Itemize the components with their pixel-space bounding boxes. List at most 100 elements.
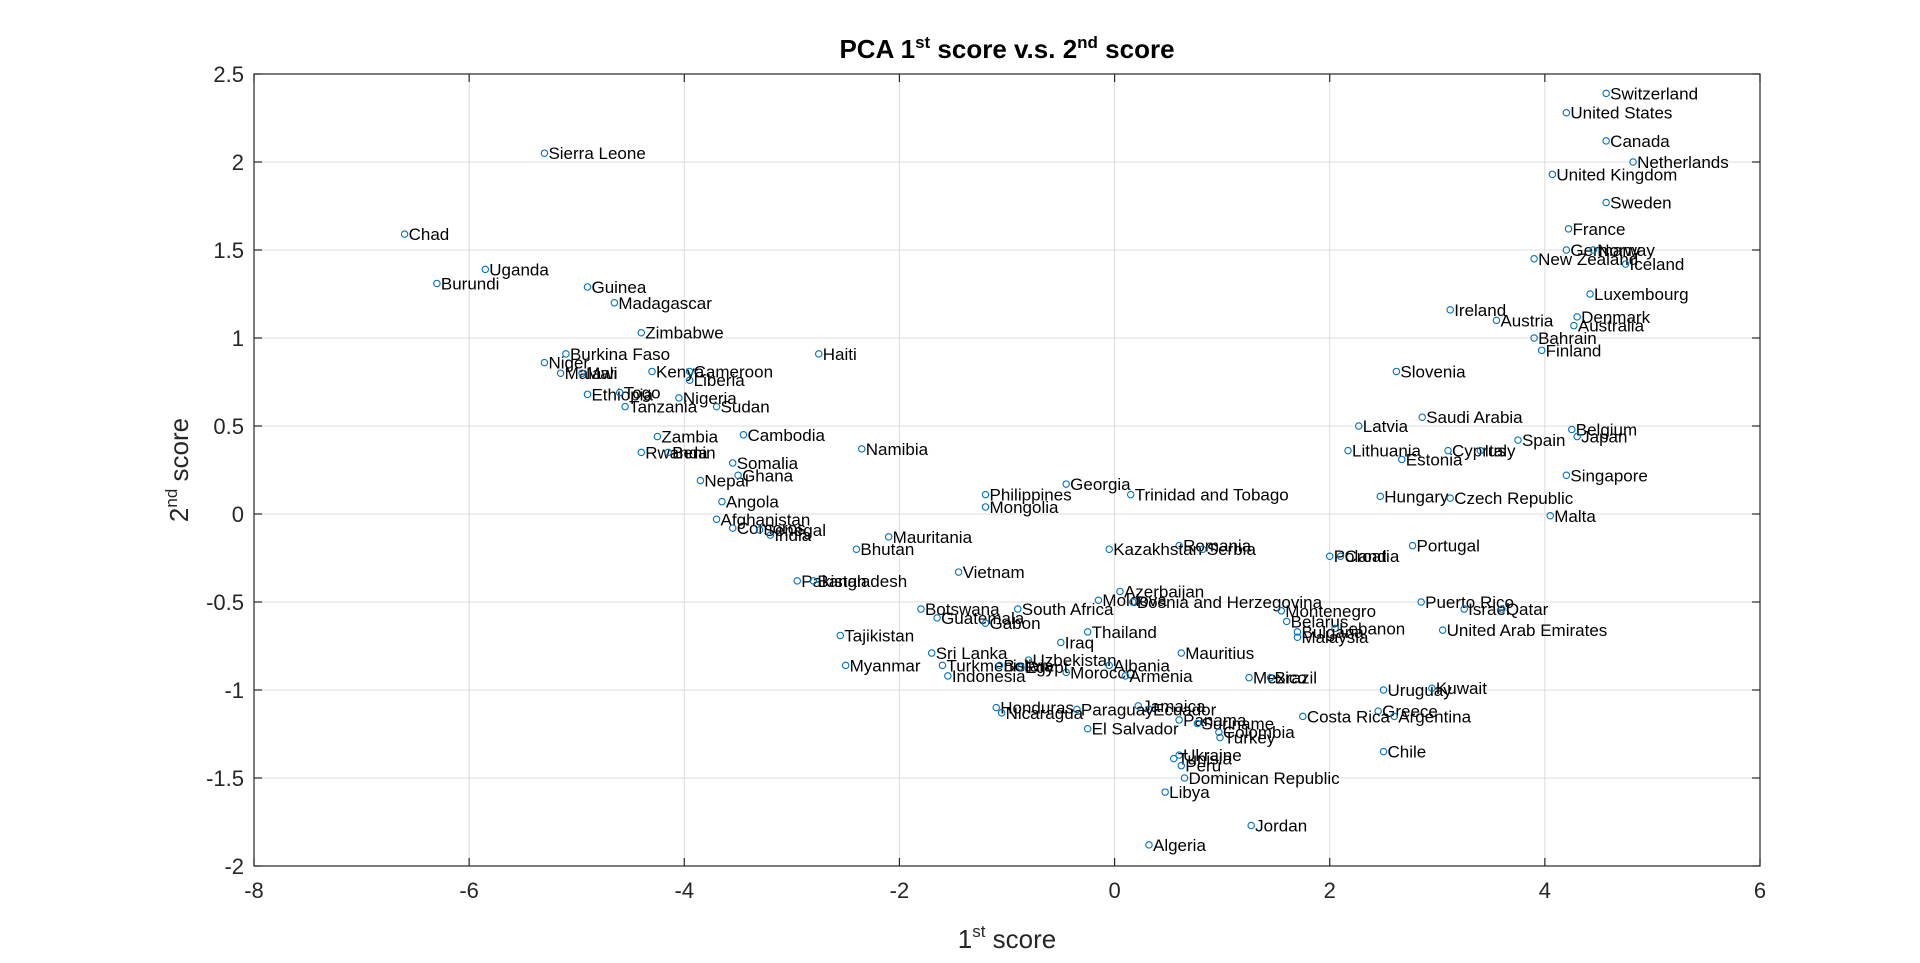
x-tick-label: -6 (459, 878, 479, 903)
point-marker (1215, 728, 1223, 736)
data-point: Senegal (755, 521, 826, 540)
point-label: Chile (1388, 743, 1427, 762)
point-label: Japan (1581, 428, 1627, 447)
point-marker (610, 299, 619, 307)
point-marker (1073, 705, 1081, 714)
data-point: Paraguay (1073, 700, 1154, 719)
point-label: Gabon (989, 614, 1040, 633)
point-marker (1498, 605, 1506, 613)
data-point: Croatia (1336, 547, 1400, 566)
point-label: Uzbekistan (1033, 651, 1117, 670)
data-point: Ireland (1446, 301, 1506, 320)
point-label: United Kingdom (1556, 165, 1677, 184)
point-label: Spain (1522, 431, 1565, 450)
point-marker (766, 531, 775, 539)
data-point: Jamaica (1134, 697, 1206, 716)
point-label: Serbia (1207, 540, 1257, 559)
y-axis-label: 2nd score (162, 418, 194, 522)
point-marker (718, 497, 726, 506)
data-point: Cameroon (685, 362, 773, 381)
point-marker (1438, 626, 1447, 634)
point-label: Iraq (1065, 633, 1094, 652)
data-point: Ukraine (1175, 746, 1242, 765)
point-marker (1355, 422, 1363, 430)
point-marker (809, 577, 818, 585)
point-marker (1277, 607, 1286, 615)
point-marker (400, 230, 409, 238)
point-marker (1175, 751, 1183, 759)
point-label: Iceland (1630, 255, 1685, 274)
data-point: Denmark (1573, 308, 1651, 327)
data-point: Burkina Faso (562, 345, 670, 364)
data-point: Brazil (1266, 669, 1317, 688)
data-point: Algeria (1145, 836, 1206, 855)
point-label: Kenya (656, 362, 705, 381)
point-label: Haiti (823, 345, 857, 364)
data-point: Moldova (1094, 591, 1167, 610)
point-marker (1379, 686, 1388, 694)
point-marker (1105, 545, 1113, 553)
data-point: Malta (1546, 507, 1596, 526)
point-label: Botswana (925, 600, 1000, 619)
point-label: Cambodia (747, 426, 825, 445)
point-marker (1446, 494, 1454, 502)
x-axis-ticks: -8 -6 -4 -2 0 2 4 6 (244, 74, 1766, 903)
point-marker (793, 577, 801, 585)
point-marker (884, 533, 893, 541)
data-point: Poland (1325, 547, 1387, 566)
data-point: Italy (1476, 442, 1516, 461)
point-label: Pakistan (801, 572, 866, 591)
point-label: Benin (672, 443, 715, 462)
data-point: Cyprus (1444, 442, 1506, 461)
data-point: Kenya (648, 362, 705, 381)
point-label: Bhutan (860, 540, 914, 559)
data-point: Ecuador (1145, 700, 1217, 719)
point-label: Sierra Leone (548, 144, 645, 163)
point-label: Thailand (1092, 623, 1157, 642)
point-marker (1562, 108, 1571, 117)
point-marker (938, 661, 947, 670)
point-label: Argentina (1398, 707, 1471, 726)
data-point: Netherlands (1629, 153, 1729, 172)
point-marker (1589, 246, 1598, 254)
point-marker (1134, 702, 1142, 710)
data-point: Armenia (1121, 667, 1193, 686)
data-point: United Arab Emirates (1438, 621, 1607, 640)
data-point: Spain (1514, 431, 1565, 450)
point-label: Poland (1334, 547, 1387, 566)
point-marker (1379, 747, 1388, 756)
data-point: Nicaragua (997, 704, 1084, 723)
data-point: Jordan (1247, 817, 1307, 836)
point-label: Namibia (866, 440, 929, 459)
point-marker (1083, 628, 1092, 636)
data-point: Lithuania (1344, 442, 1422, 461)
point-marker (997, 709, 1006, 717)
data-point: Uganda (481, 260, 549, 279)
point-marker (981, 503, 990, 511)
data-point: Malawi (556, 364, 617, 383)
point-label: Uruguay (1388, 681, 1453, 700)
point-marker (739, 431, 748, 439)
point-label: Trinidad and Tobago (1135, 486, 1289, 505)
point-label: Zambia (661, 428, 718, 447)
data-point: Mongolia (981, 498, 1059, 517)
point-marker (836, 631, 845, 640)
point-marker (1390, 712, 1399, 721)
point-label: Madagascar (618, 294, 712, 313)
data-point: Thailand (1083, 623, 1157, 642)
data-point: Montenegro (1277, 602, 1376, 621)
point-label: Norway (1597, 241, 1655, 260)
point-label: Rwanda (645, 443, 708, 462)
point-marker (1057, 638, 1065, 647)
point-marker (1392, 367, 1401, 376)
point-marker (1602, 198, 1610, 207)
data-point: Norway (1589, 241, 1655, 260)
data-point: Botswana (917, 600, 1000, 619)
point-marker (1017, 663, 1025, 671)
data-point: Chile (1379, 743, 1427, 762)
point-marker (1169, 754, 1178, 763)
point-marker (992, 703, 1000, 712)
data-point: Angola (718, 493, 779, 512)
point-marker (637, 328, 646, 337)
y-axis-label-part: 2 (164, 508, 194, 522)
